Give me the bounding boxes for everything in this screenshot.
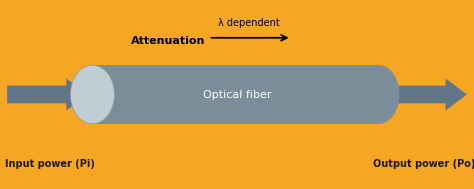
FancyArrow shape [386,78,467,111]
Text: Optical fiber: Optical fiber [203,90,271,99]
FancyArrow shape [7,78,88,111]
Text: Attenuation: Attenuation [131,36,205,46]
Bar [92,65,379,124]
Text: Input power (Pi): Input power (Pi) [5,160,95,169]
Ellipse shape [359,65,400,124]
Ellipse shape [71,65,115,124]
Text: Output power (Po): Output power (Po) [373,160,474,169]
Text: λ dependent: λ dependent [218,18,280,28]
